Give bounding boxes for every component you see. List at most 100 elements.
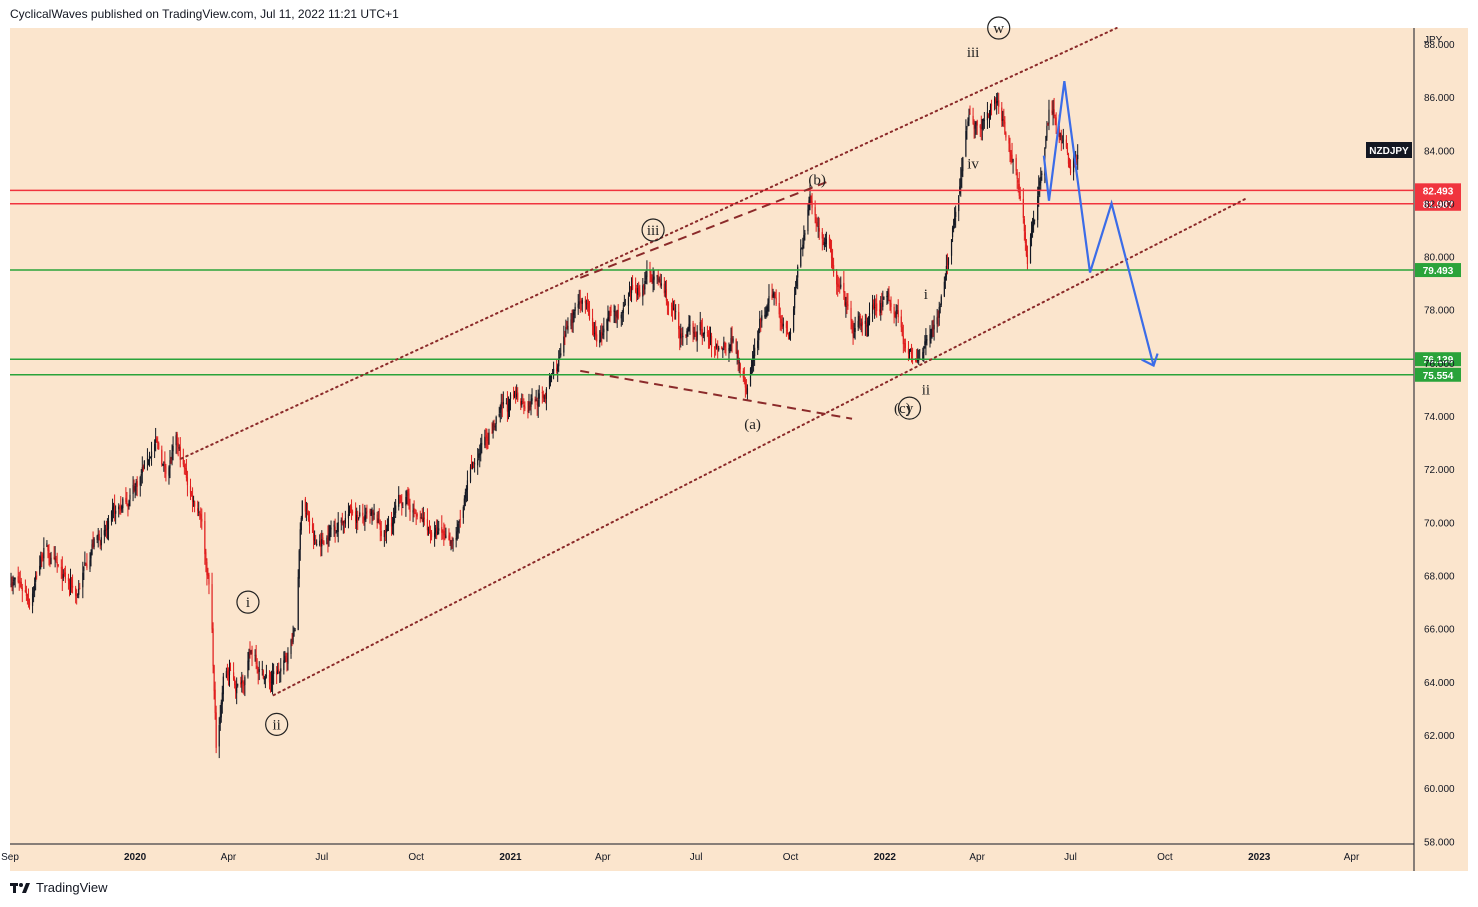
candle-body: [99, 540, 101, 547]
candle-body: [744, 380, 746, 388]
candle-body: [134, 485, 136, 491]
candle-body: [78, 588, 80, 595]
candle-body: [644, 280, 646, 290]
candle-body: [500, 402, 502, 410]
candle-body: [293, 630, 295, 632]
candle-body: [54, 557, 56, 561]
candle-body: [1058, 125, 1060, 138]
candle-body: [49, 555, 51, 563]
candle-body: [423, 517, 425, 519]
candle-body: [171, 452, 173, 460]
candle-body: [227, 674, 230, 676]
candle-body: [879, 309, 881, 312]
y-tick-label: 88.000: [1424, 40, 1455, 51]
candle-body: [337, 522, 339, 532]
candle-body: [77, 593, 79, 595]
candle-body: [276, 671, 278, 675]
candle-body: [366, 510, 368, 512]
candle-body: [549, 376, 552, 379]
candle-body: [524, 406, 526, 409]
y-axis-currency: JPY: [1424, 35, 1443, 46]
candle-body: [456, 531, 458, 540]
candle-body: [717, 345, 719, 349]
y-tick-label: 80.000: [1424, 253, 1455, 264]
candle-body: [838, 285, 840, 287]
candle-body: [298, 550, 300, 579]
candle-body: [967, 121, 969, 126]
candle-body: [1032, 218, 1035, 226]
candle-body: [136, 481, 138, 487]
candle-body: [537, 400, 539, 407]
candle-body: [840, 284, 842, 288]
candle-body: [350, 506, 353, 511]
candle-body: [373, 512, 375, 516]
candle-body: [560, 353, 562, 356]
candle-body: [110, 511, 113, 522]
candle-body: [107, 520, 110, 529]
candle-body: [183, 464, 185, 469]
candle-body: [179, 446, 181, 460]
candle-body: [208, 575, 210, 585]
candle-body: [262, 670, 264, 679]
candle-body: [505, 403, 508, 404]
triangle-lower-line: [580, 369, 853, 420]
candle-body: [716, 344, 718, 348]
candle-body: [56, 561, 58, 565]
candle-body: [766, 306, 768, 312]
candle-body: [445, 535, 447, 539]
level-price-label-bg: [1415, 367, 1461, 382]
candle-body: [933, 324, 935, 330]
candle-body: [512, 394, 515, 397]
candle-body: [226, 671, 229, 675]
candle-body: [735, 339, 737, 354]
candle-body: [316, 543, 318, 545]
candle-body: [774, 294, 776, 298]
candle-body: [329, 529, 331, 536]
candle-body: [199, 513, 201, 515]
candle-body: [328, 533, 330, 541]
candle-body: [556, 367, 558, 371]
candle-body: [567, 325, 569, 331]
candle-body: [237, 684, 239, 686]
candle-body: [1019, 196, 1021, 199]
candle-body: [874, 306, 876, 309]
candle-body: [757, 340, 759, 349]
candle-body: [752, 355, 755, 361]
candle-body: [577, 304, 579, 308]
candle-body: [225, 671, 228, 678]
wave-label: (b): [808, 173, 826, 189]
candle-body: [694, 331, 696, 338]
candle-body: [1011, 154, 1013, 163]
candle-body: [574, 306, 576, 312]
candle-body: [545, 389, 548, 399]
candle-body: [637, 288, 639, 296]
candle-body: [520, 401, 522, 406]
candle-body: [557, 365, 559, 372]
candle-body: [829, 245, 832, 250]
wave-label: ii: [272, 717, 280, 733]
candle-body: [721, 346, 723, 350]
candle-body: [663, 283, 665, 294]
candle-body: [163, 461, 165, 463]
candle-body: [1041, 173, 1043, 175]
candle-body: [543, 395, 545, 399]
candle-body: [172, 446, 174, 452]
candle-body: [494, 425, 496, 428]
candle-body: [369, 510, 371, 514]
candle-body: [700, 322, 702, 328]
candle-body: [336, 530, 338, 532]
candle-body: [17, 576, 19, 582]
candle-body: [962, 157, 964, 172]
candle-body: [1077, 154, 1079, 160]
projection-path: [1042, 81, 1155, 366]
candle-body: [191, 494, 194, 502]
candle-body: [592, 325, 595, 335]
y-tick-label: 68.000: [1424, 572, 1455, 583]
candle-body: [880, 303, 882, 313]
candle-body: [1045, 136, 1047, 147]
candle-body: [315, 541, 317, 545]
candle-body: [688, 323, 690, 328]
candle-body: [484, 436, 486, 446]
candle-body: [563, 336, 565, 353]
